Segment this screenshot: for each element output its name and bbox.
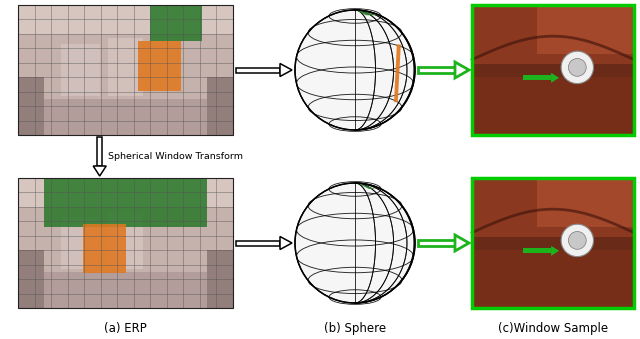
Text: (b) Sphere: (b) Sphere	[324, 322, 386, 335]
Bar	[18, 99, 233, 135]
Bar	[83, 223, 125, 273]
Circle shape	[561, 224, 593, 257]
Bar	[18, 178, 233, 308]
Bar	[236, 240, 280, 245]
Bar	[236, 67, 280, 73]
Polygon shape	[356, 10, 380, 15]
Bar	[472, 178, 634, 237]
Circle shape	[561, 51, 593, 84]
Bar	[18, 178, 233, 206]
Polygon shape	[280, 63, 292, 77]
Bar	[207, 250, 233, 308]
Bar	[472, 178, 634, 308]
Bar	[18, 178, 233, 308]
Bar	[44, 178, 207, 227]
Bar	[18, 5, 233, 135]
Bar	[18, 5, 233, 135]
Bar	[150, 5, 202, 41]
Bar	[18, 77, 44, 135]
Text: Spherical Window Transform: Spherical Window Transform	[108, 152, 243, 161]
Bar	[18, 5, 233, 135]
Polygon shape	[455, 62, 469, 78]
Text: (c)Window Sample: (c)Window Sample	[498, 322, 608, 335]
Bar	[524, 248, 551, 253]
Bar	[472, 77, 634, 135]
Bar	[138, 41, 181, 91]
Bar	[472, 5, 634, 63]
Bar	[18, 34, 233, 99]
Bar	[61, 44, 100, 96]
Bar	[18, 272, 233, 308]
Ellipse shape	[295, 183, 415, 303]
Bar	[18, 206, 233, 272]
Bar	[18, 5, 233, 34]
Bar	[108, 211, 143, 269]
Polygon shape	[455, 235, 469, 251]
Polygon shape	[358, 183, 381, 189]
Bar	[472, 178, 634, 308]
Bar	[18, 178, 233, 308]
Polygon shape	[394, 44, 410, 102]
Polygon shape	[551, 73, 559, 83]
Polygon shape	[551, 246, 559, 256]
Circle shape	[568, 59, 586, 76]
Bar	[537, 5, 634, 54]
Polygon shape	[280, 237, 292, 250]
Bar	[472, 5, 634, 135]
Bar	[108, 38, 143, 96]
Bar	[61, 217, 100, 269]
Polygon shape	[93, 166, 106, 176]
Ellipse shape	[295, 10, 415, 130]
Bar	[524, 75, 551, 80]
Bar	[207, 77, 233, 135]
Text: (a) ERP: (a) ERP	[104, 322, 147, 335]
Bar	[472, 250, 634, 308]
Bar	[472, 5, 634, 135]
Bar	[418, 240, 455, 246]
Bar	[97, 137, 102, 166]
Bar	[18, 250, 44, 308]
Circle shape	[568, 232, 586, 249]
Polygon shape	[390, 221, 411, 281]
Bar	[418, 67, 455, 73]
Bar	[537, 178, 634, 227]
